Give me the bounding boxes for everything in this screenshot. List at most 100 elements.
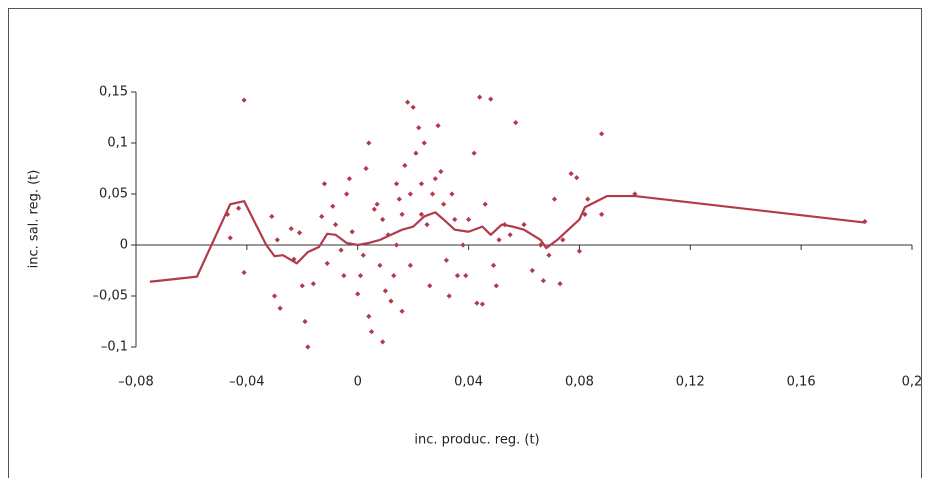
y-axis-label: inc. sal. reg. (t)	[27, 170, 42, 269]
scatter-point	[507, 232, 513, 238]
scatter-point	[429, 191, 436, 197]
scatter-point	[380, 339, 386, 345]
scatter-point	[551, 196, 558, 202]
scatter-point	[324, 260, 330, 266]
scatter-point	[346, 176, 352, 182]
scatter-point	[360, 252, 366, 258]
y-tick-label: –0,05	[93, 289, 128, 304]
scatter-point	[366, 140, 372, 146]
scatter-point	[277, 305, 283, 311]
scatter-point	[321, 181, 328, 187]
scatter-point	[393, 181, 400, 187]
scatter-point	[427, 283, 433, 289]
scatter-point	[310, 281, 316, 287]
scatter-point	[388, 298, 394, 304]
scatter-point	[235, 205, 242, 211]
scatter-point	[482, 201, 488, 207]
y-tick-label: 0,05	[99, 187, 128, 202]
scatter-point	[471, 150, 477, 156]
y-tick-label: 0	[120, 238, 128, 253]
scatter-point	[576, 248, 583, 254]
y-tick-label: –0,1	[101, 340, 128, 355]
scatter-point	[402, 162, 408, 169]
scatter-point	[560, 237, 566, 243]
x-tick-label: –0,04	[229, 375, 264, 390]
scatter-point	[344, 191, 350, 197]
scatter-point	[405, 99, 411, 105]
chart-frame	[8, 8, 922, 479]
scatter-point	[227, 235, 233, 241]
x-tick-label: –0,08	[118, 375, 153, 390]
x-tick-label: 0,12	[676, 375, 705, 390]
scatter-point	[568, 171, 574, 177]
scatter-point	[599, 131, 605, 137]
scatter-point	[341, 273, 347, 279]
scatter-point	[496, 237, 502, 243]
scatter-point	[477, 94, 483, 100]
scatter-point	[540, 278, 546, 284]
scatter-point	[407, 191, 413, 197]
scatter-point	[241, 97, 247, 103]
scatter-point	[374, 201, 380, 207]
scatter-point	[465, 216, 472, 223]
scatter-point	[416, 125, 422, 131]
scatter-point	[377, 262, 383, 268]
scatter-point	[574, 175, 580, 181]
scatter-point	[399, 308, 405, 314]
scatter-point	[332, 222, 339, 228]
x-tick-label: 0,16	[787, 375, 816, 390]
y-tick-label: 0,15	[99, 85, 128, 100]
x-axis-label: inc. produc. reg. (t)	[414, 433, 539, 448]
scatter-point	[319, 213, 325, 220]
scatter-point	[474, 300, 480, 306]
scatter-point	[299, 283, 305, 289]
scatter-point	[413, 150, 419, 156]
scatter-point	[418, 181, 425, 187]
scatter-point	[338, 247, 344, 253]
scatter-point	[366, 313, 372, 319]
scatter-point	[296, 230, 303, 236]
scatter-point	[393, 242, 400, 248]
scatter-point	[274, 237, 280, 243]
scatter-point	[305, 344, 311, 350]
scatter-point	[582, 211, 588, 217]
scatter-point	[460, 242, 466, 248]
scatter-point	[363, 165, 369, 172]
scatter-point	[463, 273, 469, 279]
scatter-point	[441, 201, 447, 207]
scatter-point	[355, 291, 361, 297]
y-tick-label: 0,1	[107, 136, 128, 151]
scatter-point	[513, 120, 519, 126]
scatter-point	[302, 318, 308, 325]
scatter-point	[380, 216, 386, 223]
scatter-point	[521, 222, 527, 228]
scatter-point	[421, 140, 427, 146]
scatter-point	[271, 293, 278, 299]
scatter-point	[585, 196, 591, 202]
scatter-point	[396, 196, 402, 202]
scatter-point	[407, 262, 413, 268]
scatter-point	[529, 267, 535, 274]
scatter-point	[330, 203, 336, 209]
scatter-point	[446, 293, 452, 299]
scatter-point	[424, 222, 430, 228]
scatter-point	[269, 213, 275, 220]
scatter-point	[371, 206, 377, 212]
scatter-point	[418, 211, 425, 217]
x-tick-label: 0,2	[902, 375, 923, 390]
scatter-point	[357, 273, 364, 279]
scatter-point	[557, 281, 563, 287]
scatter-point	[443, 257, 449, 263]
scatter-point	[382, 288, 389, 294]
scatter-point	[391, 273, 397, 279]
scatter-point	[479, 301, 486, 307]
trend-line	[149, 194, 866, 283]
scatter-point	[288, 226, 294, 232]
scatter-point	[349, 229, 355, 235]
scatter-point	[449, 191, 455, 197]
scatter-point	[368, 329, 375, 335]
x-tick-label: 0,08	[565, 375, 594, 390]
scatter-point	[454, 273, 461, 279]
scatter-point	[452, 216, 458, 223]
